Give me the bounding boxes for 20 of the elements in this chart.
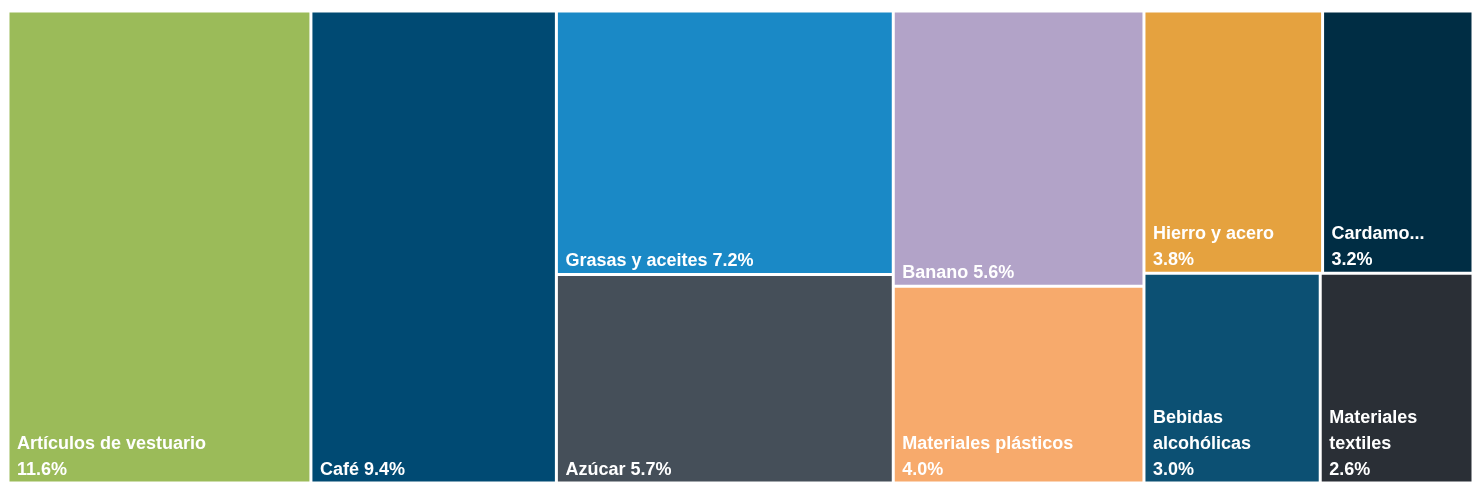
data-label: 3.0%	[1152, 459, 1194, 479]
category-label: Bebidas alcohólicas	[1152, 407, 1252, 453]
data-label: 9.4%	[363, 459, 405, 479]
data-label: 5.6%	[973, 262, 1015, 283]
category-label: Banano	[902, 262, 969, 283]
data-label: 5.7%	[630, 459, 672, 479]
category-label: Azúcar	[565, 459, 626, 479]
category-label: Café	[319, 459, 359, 479]
category-label: Grasas y aceites	[565, 250, 708, 271]
category-label: Cardamo...	[1331, 223, 1425, 244]
category-label: Materiales plásticos	[902, 433, 1074, 453]
category-label: Materiales textiles	[1329, 407, 1418, 453]
category-label: Hierro y acero	[1152, 223, 1275, 244]
data-label: 4.0%	[902, 459, 944, 479]
data-label: 3.8%	[1152, 249, 1194, 270]
category-label: Artículos de vestuario	[17, 433, 207, 453]
data-label: 2.6%	[1329, 459, 1371, 479]
data-label: 3.2%	[1331, 249, 1373, 270]
data-label: 7.2%	[712, 250, 754, 271]
data-label: 11.6%	[17, 459, 68, 479]
